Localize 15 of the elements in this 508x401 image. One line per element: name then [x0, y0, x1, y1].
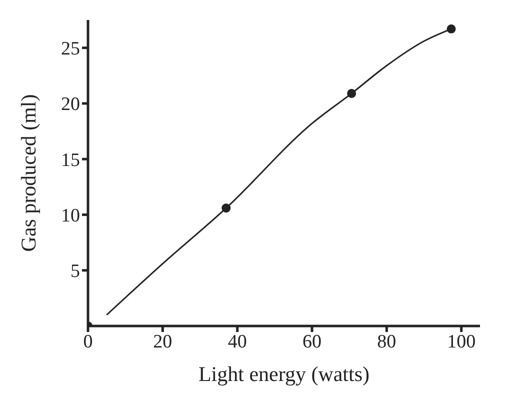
point	[347, 88, 356, 98]
y-tick-label: 25	[61, 38, 80, 60]
x-axis-title: Light energy (watts)	[198, 362, 370, 386]
y-axis-title: Gas produced (ml)	[16, 94, 40, 252]
y-tick-label: 5	[70, 261, 80, 282]
x-tick-label: 40	[228, 331, 247, 352]
x-tick-label: 100	[447, 331, 476, 352]
y-tick-label: 10	[61, 205, 80, 226]
y-tick-label: 15	[61, 150, 80, 171]
x-tick-label: 20	[153, 331, 172, 352]
x-tick-label: 0	[83, 331, 93, 352]
x-tick-label: 80	[377, 331, 396, 352]
x-tick-label: 60	[302, 331, 322, 352]
point	[446, 24, 456, 34]
y-tick-label: 20	[61, 94, 80, 116]
